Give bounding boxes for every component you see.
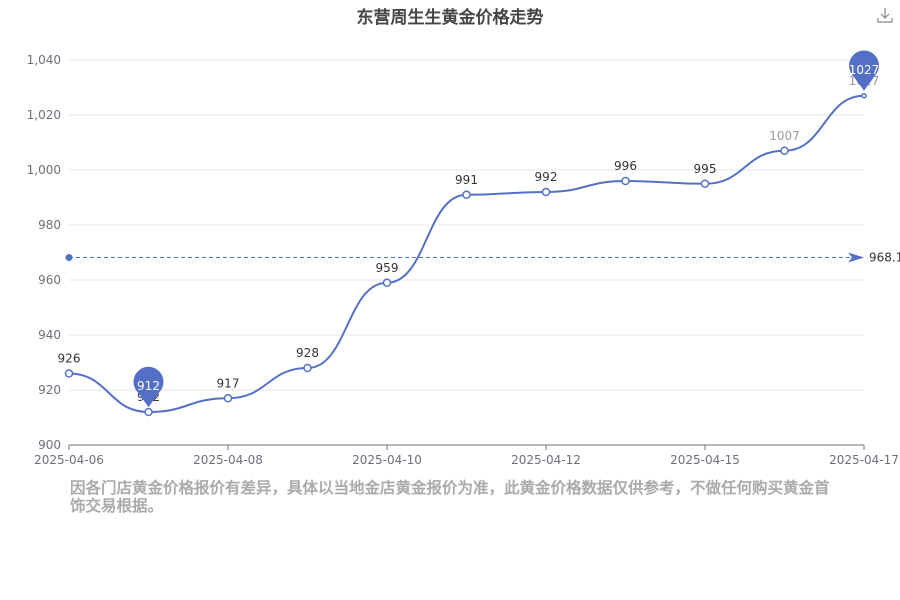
x-tick-label: 2025-04-12: [511, 453, 581, 467]
y-tick-label: 1,000: [27, 163, 61, 177]
data-label: 917: [217, 376, 240, 390]
min-mark-pin-label: 912: [137, 379, 160, 393]
y-tick-label: 1,020: [27, 108, 61, 122]
data-label: 926: [58, 352, 81, 366]
data-label: 995: [694, 162, 717, 176]
data-point: [462, 190, 471, 199]
data-point: [700, 179, 710, 188]
series-line: [68, 94, 865, 414]
data-point: [144, 407, 153, 417]
disclaimer-note: 因各门店黄金价格报价有差异，具体以当地金店黄金报价为准，此黄金价格数据仅供参考，…: [70, 479, 830, 515]
data-label: 996: [614, 159, 637, 173]
download-icon[interactable]: [876, 6, 894, 24]
data-point: [541, 187, 551, 197]
data-label: 1007: [769, 129, 800, 143]
data-point: [64, 369, 74, 378]
y-tick-label: 960: [38, 273, 61, 287]
data-label: 928: [296, 346, 319, 360]
x-tick-label: 2025-04-17: [829, 453, 899, 467]
y-tick-label: 1,040: [27, 53, 61, 67]
data-label: 992: [535, 170, 558, 184]
data-point: [303, 363, 312, 373]
y-tick-label: 980: [38, 218, 61, 232]
min-mark-pin: [133, 366, 164, 407]
data-point: [621, 176, 630, 186]
y-tick-label: 940: [38, 328, 61, 342]
x-tick-label: 2025-04-08: [193, 453, 263, 467]
data-point: [861, 93, 867, 99]
y-tick-label: 900: [38, 438, 61, 452]
chart-title: 东营周生生黄金价格走势: [356, 8, 544, 28]
average-line-label: 968.18: [869, 251, 900, 265]
max-mark-pin-label: 1027: [849, 63, 880, 77]
data-point: [382, 278, 392, 287]
data-label: 991: [455, 173, 478, 187]
x-tick-label: 2025-04-10: [352, 453, 422, 467]
x-tick-label: 2025-04-06: [34, 453, 104, 467]
x-tick-label: 2025-04-15: [670, 453, 740, 467]
y-tick-label: 920: [38, 383, 61, 397]
data-point: [780, 146, 789, 155]
data-point: [223, 394, 233, 403]
data-label: 959: [376, 261, 399, 275]
average-line-arrow: [848, 252, 864, 263]
average-line-start: [65, 254, 73, 262]
max-mark-pin: [849, 50, 879, 91]
